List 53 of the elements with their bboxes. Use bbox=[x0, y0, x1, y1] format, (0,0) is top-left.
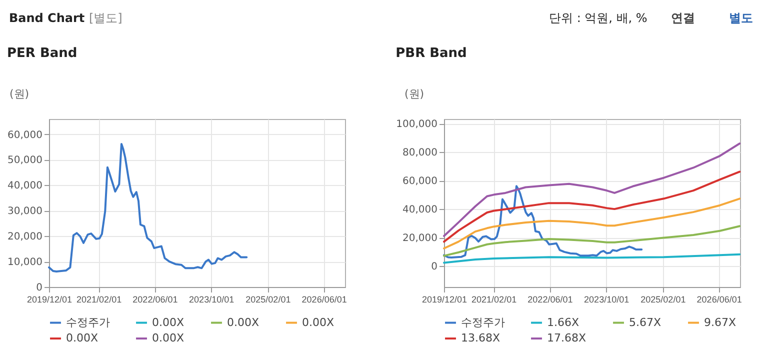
x-tick-label: 2022/06/01 bbox=[528, 294, 573, 304]
y-tick-label: 60,000 bbox=[8, 130, 42, 141]
x-tick-label: 2023/10/01 bbox=[584, 294, 630, 304]
legend-label: 0.00X bbox=[66, 332, 98, 344]
y-tick-label: 60,000 bbox=[402, 176, 438, 188]
x-tick-label: 2025/02/01 bbox=[640, 294, 686, 304]
y-tick-label: 10,000 bbox=[8, 257, 42, 268]
x-tick-label: 2025/02/01 bbox=[246, 294, 291, 304]
y-tick-label: 40,000 bbox=[402, 204, 438, 216]
y-tick-label: 50,000 bbox=[8, 155, 42, 166]
x-tick-label: 2026/06/01 bbox=[696, 294, 742, 304]
text: 별도 bbox=[729, 11, 753, 25]
x-tick-label: 2021/02/01 bbox=[472, 294, 517, 304]
line-series bbox=[48, 142, 248, 272]
legend-label: 17.68X bbox=[547, 332, 586, 344]
y-axis-title: (원) bbox=[404, 88, 424, 100]
legend-label: 0.00X bbox=[227, 316, 260, 329]
chart-title: PER Band bbox=[7, 46, 78, 61]
legend-label: 5.67X bbox=[629, 316, 662, 329]
chart-title: PBR Band bbox=[396, 46, 467, 61]
x-tick-label: 2023/10/01 bbox=[189, 294, 234, 304]
y-tick-label: 0 bbox=[36, 282, 42, 294]
legend-label: 0.00X bbox=[152, 316, 184, 329]
text: 단위 : 억원, 배, % bbox=[549, 11, 648, 25]
y-tick-label: 100,000 bbox=[396, 119, 438, 130]
y-tick-label: 20,000 bbox=[8, 232, 42, 243]
line-series bbox=[443, 142, 741, 237]
line-series bbox=[443, 170, 741, 243]
legend-label: 0.00X bbox=[152, 332, 184, 344]
x-tick-label: 2019/12/01 bbox=[26, 294, 72, 304]
x-tick-label: 2026/06/01 bbox=[302, 294, 347, 304]
line-series bbox=[443, 225, 741, 257]
text: [별도] bbox=[89, 11, 122, 25]
y-tick-label: 20,000 bbox=[402, 233, 438, 244]
legend-label: 수정주가 bbox=[66, 316, 110, 329]
text: 연결 bbox=[671, 11, 695, 25]
x-tick-label: 2021/02/01 bbox=[76, 294, 122, 304]
legend-label: 1.66X bbox=[547, 316, 580, 329]
line-series bbox=[443, 198, 741, 250]
line-series bbox=[443, 253, 741, 264]
y-tick-label: 40,000 bbox=[8, 180, 42, 192]
y-tick-label: 80,000 bbox=[402, 148, 438, 159]
text: Band Chart bbox=[9, 11, 85, 25]
x-tick-label: 2022/06/01 bbox=[132, 294, 178, 304]
legend-label: 수정주가 bbox=[461, 316, 505, 329]
legend-label: 0.00X bbox=[302, 316, 334, 329]
line-series bbox=[443, 185, 643, 259]
x-tick-label: 2019/12/01 bbox=[422, 294, 468, 304]
legend-label: 9.67X bbox=[704, 316, 736, 329]
y-tick-label: 0 bbox=[431, 262, 438, 273]
y-axis-title: (원) bbox=[10, 88, 30, 100]
y-tick-label: 30,000 bbox=[8, 206, 42, 218]
legend-label: 13.68X bbox=[461, 332, 500, 344]
